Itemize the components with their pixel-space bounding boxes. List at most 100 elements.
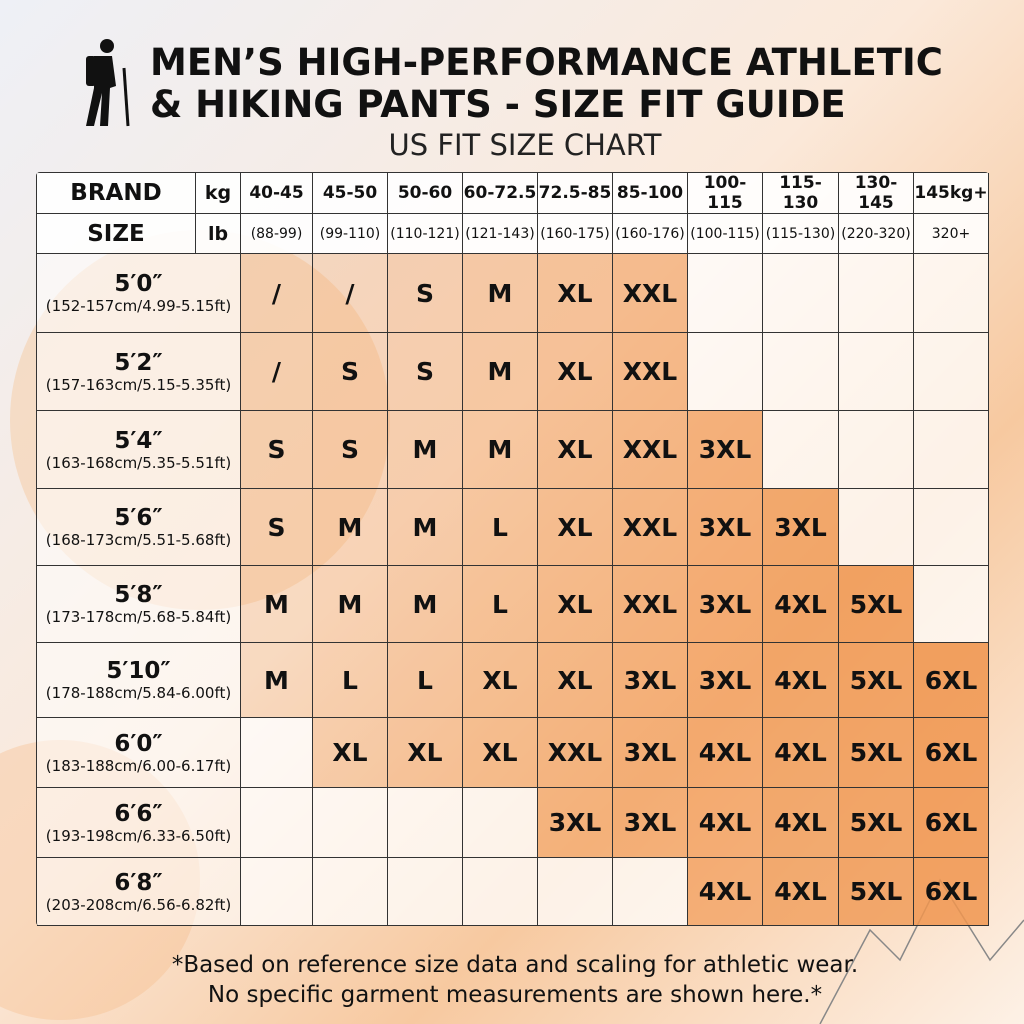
size-cell: XL [538,333,613,411]
size-cell: 5XL [839,718,914,788]
size-cell: S [388,333,463,411]
size-cell [839,254,914,333]
size-cell: 4XL [763,566,839,643]
size-cell: XL [538,566,613,643]
size-cell: S [241,411,313,489]
header-cell: (99-110) [313,214,388,254]
size-cell: L [463,489,538,566]
header-cell: SIZE [37,214,196,254]
height-label: 6′0″ [114,730,163,757]
size-cell: 4XL [688,718,763,788]
size-cell: 3XL [688,566,763,643]
row-label: 6′8″ (203-208cm/6.56-6.82ft) [37,858,241,926]
size-cell: M [241,643,313,718]
size-cell: XL [463,718,538,788]
size-cell [613,858,688,926]
size-cell: M [463,411,538,489]
footnote: *Based on reference size data and scalin… [171,952,859,978]
size-cell: L [313,643,388,718]
row-label: 5′0″ (152-157cm/4.99-5.15ft) [37,254,241,333]
size-cell: L [463,566,538,643]
size-cell: XL [538,254,613,333]
size-cell: 3XL [613,718,688,788]
size-cell [388,788,463,858]
size-cell: 5XL [839,566,914,643]
size-cell: M [388,489,463,566]
header-cell: 50-60 [388,173,463,214]
size-cell [688,333,763,411]
size-cell [688,254,763,333]
size-cell [241,858,313,926]
height-label: 6′6″ [114,800,163,827]
height-label: 5′10″ [106,658,171,684]
header-cell: kg [196,173,241,214]
size-cell: XL [538,411,613,489]
metric-label: (183-188cm/6.00-6.17ft) [45,756,232,775]
header-cell: 45-50 [313,173,388,214]
row-label: 5′6″ (168-173cm/5.51-5.68ft) [37,489,241,566]
size-cell: M [388,566,463,643]
size-cell [388,858,463,926]
size-cell [763,333,839,411]
height-label: 5′2″ [114,349,163,376]
size-cell [241,788,313,858]
size-cell: XXL [538,718,613,788]
size-cell [538,858,613,926]
header-cell: 320+ [914,214,989,254]
height-label: 5′8″ [114,582,163,608]
size-cell: XL [313,718,388,788]
metric-label: (168-173cm/5.51-5.68ft) [45,531,232,549]
header-cell: 40-45 [241,173,313,214]
size-cell [914,254,989,333]
row-label: 5′10″ (178-188cm/5.84-6.00ft) [37,643,241,718]
size-cell: 6XL [914,718,989,788]
header-cell: 60-72.5 [463,173,538,214]
header-cell: (160-176) [613,214,688,254]
size-cell: M [313,489,388,566]
header-cell: 72.5-85 [538,173,613,214]
header-cell: (100-115) [688,214,763,254]
size-cell: XXL [613,411,688,489]
size-cell: M [463,254,538,333]
size-cell: S [313,333,388,411]
row-label: 5′4″ (163-168cm/5.35-5.51ft) [37,411,241,489]
size-cell: XXL [613,489,688,566]
header-cell: (115-130) [763,214,839,254]
height-label: 5′6″ [114,505,163,531]
subtitle: US FIT SIZE CHART [388,128,662,162]
size-cell: L [388,643,463,718]
size-cell [914,489,989,566]
size-cell: XXL [613,333,688,411]
row-label: 6′0″ (183-188cm/6.00-6.17ft) [37,718,241,788]
size-cell: 3XL [688,489,763,566]
metric-label: (178-188cm/5.84-6.00ft) [45,684,232,702]
size-cell [763,254,839,333]
size-cell: 4XL [688,858,763,926]
footnote: No specific garment measurements are sho… [207,982,823,1008]
header-cell: 115-130 [763,173,839,214]
size-cell: XL [463,643,538,718]
size-cell: 5XL [839,788,914,858]
header-cell: 145kg+ [914,173,989,214]
size-cell: / [241,333,313,411]
size-cell [313,788,388,858]
size-cell: S [241,489,313,566]
header-cell: (110-121) [388,214,463,254]
header-cell: (121-143) [463,214,538,254]
height-label: 5′4″ [114,427,163,454]
size-cell: XL [538,489,613,566]
header-cell: 100-115 [688,173,763,214]
metric-label: (157-163cm/5.15-5.35ft) [45,375,232,394]
header-cell: (160-175) [538,214,613,254]
size-cell: 6XL [914,788,989,858]
metric-label: (203-208cm/6.56-6.82ft) [45,895,232,914]
row-label: 5′8″ (173-178cm/5.68-5.84ft) [37,566,241,643]
size-cell [763,411,839,489]
size-cell: 3XL [688,643,763,718]
size-cell: 6XL [914,643,989,718]
size-cell [839,333,914,411]
size-cell: 3XL [763,489,839,566]
size-cell [914,411,989,489]
metric-label: (193-198cm/6.33-6.50ft) [45,826,232,845]
size-cell: M [463,333,538,411]
